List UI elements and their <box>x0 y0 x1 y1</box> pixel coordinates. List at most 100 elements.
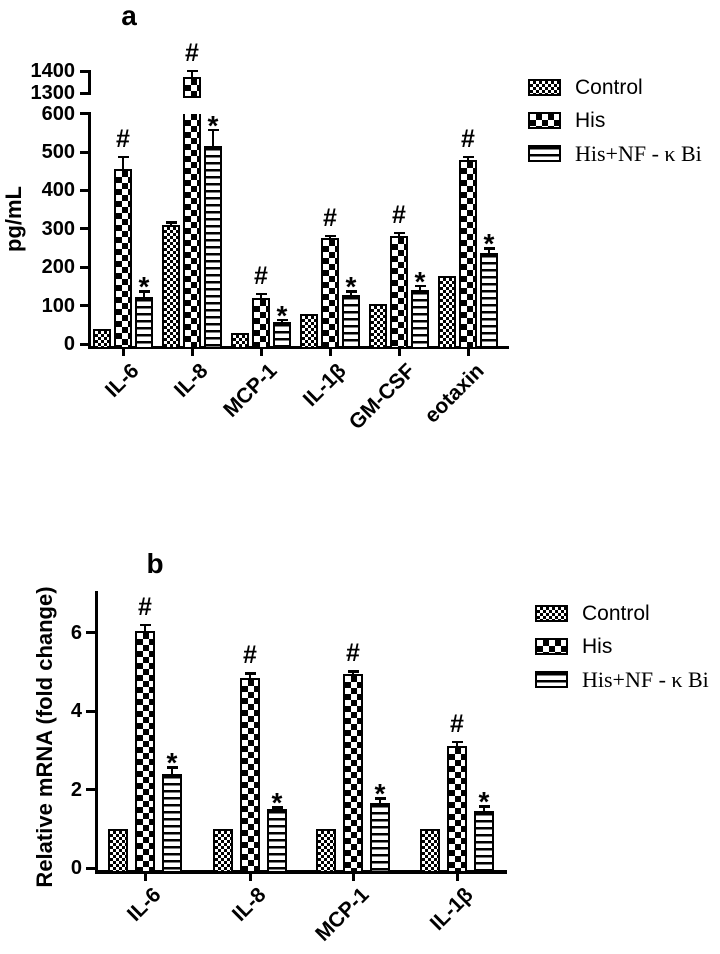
error-bar-cap-his-nf-bi-IL-6 <box>166 766 178 769</box>
y-tick-1300 <box>80 91 88 95</box>
sig-asterisk-his-nf-bi-IL-6: * <box>166 747 178 779</box>
y-tick-label-300: 300 <box>41 217 75 240</box>
error-bar-cap-his-IL-8 <box>244 672 256 675</box>
bar-control-MCP-1 <box>231 333 249 349</box>
legend-label-his-nfkbi: His+NF - κ Bi <box>575 140 702 166</box>
y-tick-400 <box>80 188 88 192</box>
sig-hash-his-GM-CSF: # <box>392 200 406 229</box>
his-pattern-swatch-icon <box>535 638 568 655</box>
x-tick-label-IL-6: IL-6 <box>122 883 166 926</box>
y-axis-upper-break-segment <box>88 69 91 95</box>
his-nfkbi-pattern-swatch-icon <box>535 671 568 688</box>
panel-b-title: b <box>146 548 164 579</box>
y-tick-label-2: 2 <box>70 778 82 801</box>
x-tick-label-IL-8: IL-8 <box>227 883 271 926</box>
legend-label-his-nfkbi: His+NF - κ Bi <box>582 666 709 692</box>
error-bar-cap-his-IL-8 <box>186 69 198 73</box>
y-tick-label-1400: 1400 <box>30 60 76 82</box>
sig-asterisk-his-nf-bi-IL-1β: * <box>345 271 357 303</box>
x-tick-IL-6 <box>143 873 147 881</box>
error-bar-cap-control-IL-8 <box>165 221 177 224</box>
y-tick-500 <box>80 150 88 154</box>
error-bar-cap-his-MCP-1 <box>255 292 267 296</box>
legend-item-control: Control <box>528 71 702 104</box>
x-tick-eotaxin <box>466 349 470 356</box>
bar-control-IL-1β <box>300 314 318 349</box>
error-bar-stem-his-GM-CSF <box>397 231 401 238</box>
x-axis <box>88 345 509 349</box>
bar-his-MCP-1 <box>343 673 363 874</box>
y-tick-0 <box>86 866 95 870</box>
bar-control-GM-CSF <box>369 303 387 349</box>
his-pattern-swatch-icon <box>528 112 561 129</box>
x-tick-IL-6 <box>121 349 125 356</box>
sig-asterisk-his-nf-bi-eotaxin: * <box>483 228 495 260</box>
legend-item-his: His <box>528 104 702 137</box>
x-tick-GM-CSF <box>397 349 401 356</box>
error-bar-cap-his-nf-bi-IL-8 <box>271 806 283 809</box>
bar-control-IL-8 <box>213 828 233 874</box>
control-pattern-swatch-icon <box>535 605 568 622</box>
bar-his-nf-bi-IL-8 <box>204 146 222 349</box>
bar-lower-his-IL-8 <box>183 113 201 349</box>
panel-b-legend: Control His His+NF - κ Bi <box>535 597 709 696</box>
error-bar-cap-his-IL-1β <box>451 740 463 744</box>
error-bar-cap-his-MCP-1 <box>347 670 359 673</box>
error-bar-stem-his-nf-bi-IL-6 <box>142 290 146 299</box>
error-bar-stem-his-IL-8 <box>190 69 194 78</box>
legend-label-his: His <box>575 109 606 132</box>
x-tick-IL-1β <box>455 873 459 881</box>
bar-his-nf-bi-MCP-1 <box>273 322 291 349</box>
y-tick-100 <box>80 304 88 308</box>
error-bar-cap-his-nf-bi-IL-1β <box>345 290 357 293</box>
sig-asterisk-his-nf-bi-IL-6: * <box>138 271 150 303</box>
legend-item-his-nfkbi: His+NF - κ Bi <box>528 137 702 170</box>
error-bar-stem-his-MCP-1 <box>259 292 263 299</box>
y-tick-label-6: 6 <box>70 621 82 644</box>
bar-his-IL-1β <box>321 238 339 349</box>
bar-his-IL-6 <box>135 630 155 874</box>
y-tick-600 <box>80 112 88 116</box>
sig-asterisk-his-nf-bi-IL-8: * <box>271 787 283 819</box>
error-bar-stem-his-IL-6 <box>143 623 147 632</box>
legend-label-control: Control <box>575 76 643 99</box>
sig-hash-his-IL-8: # <box>185 38 199 67</box>
error-bar-stem-his-IL-8 <box>248 672 252 679</box>
legend-item-his-nfkbi: His+NF - κ Bi <box>535 663 709 696</box>
error-bar-cap-his-nf-bi-GM-CSF <box>414 284 426 288</box>
x-tick-MCP-1 <box>351 873 355 881</box>
y-tick-label-400: 400 <box>41 179 75 202</box>
y-axis <box>88 112 91 349</box>
panel-a-title: a <box>121 0 137 31</box>
sig-hash-his-IL-8: # <box>243 641 257 669</box>
y-tick-300 <box>80 227 88 231</box>
bar-his-IL-6 <box>114 169 132 349</box>
x-tick-IL-8 <box>190 349 194 356</box>
sig-asterisk-his-nf-bi-GM-CSF: * <box>414 265 426 297</box>
bar-his-nf-bi-IL-6 <box>162 773 182 874</box>
control-pattern-swatch-icon <box>528 79 561 96</box>
error-bar-cap-his-eotaxin <box>462 155 474 159</box>
error-bar-stem-his-IL-1β <box>455 740 459 748</box>
error-bar-cap-his-nf-bi-MCP-1 <box>276 318 288 322</box>
x-tick-label-IL-1β: IL-1β <box>425 883 478 936</box>
y-tick-1400 <box>80 69 88 73</box>
y-tick-label-500: 500 <box>41 141 75 163</box>
bar-his-nf-bi-eotaxin <box>480 252 498 349</box>
y-tick-label-4: 4 <box>70 700 82 723</box>
error-bar-stem-his-nf-bi-IL-6 <box>170 766 174 775</box>
error-bar-cap-his-nf-bi-IL-1β <box>478 805 490 808</box>
x-tick-MCP-1 <box>259 349 263 356</box>
sig-hash-his-eotaxin: # <box>461 124 475 153</box>
bar-his-nf-bi-IL-6 <box>135 297 153 349</box>
y-tick-6 <box>86 631 95 635</box>
error-bar-stem-his-nf-bi-GM-CSF <box>418 284 422 292</box>
bar-control-MCP-1 <box>316 828 336 874</box>
error-bar-stem-his-nf-bi-IL-1β <box>482 805 486 813</box>
panel-a-legend: Control His His+NF - κ Bi <box>528 71 702 170</box>
sig-hash-his-IL-1β: # <box>323 203 337 232</box>
legend-label-control: Control <box>582 602 650 625</box>
bar-his-nf-bi-IL-1β <box>342 294 360 349</box>
